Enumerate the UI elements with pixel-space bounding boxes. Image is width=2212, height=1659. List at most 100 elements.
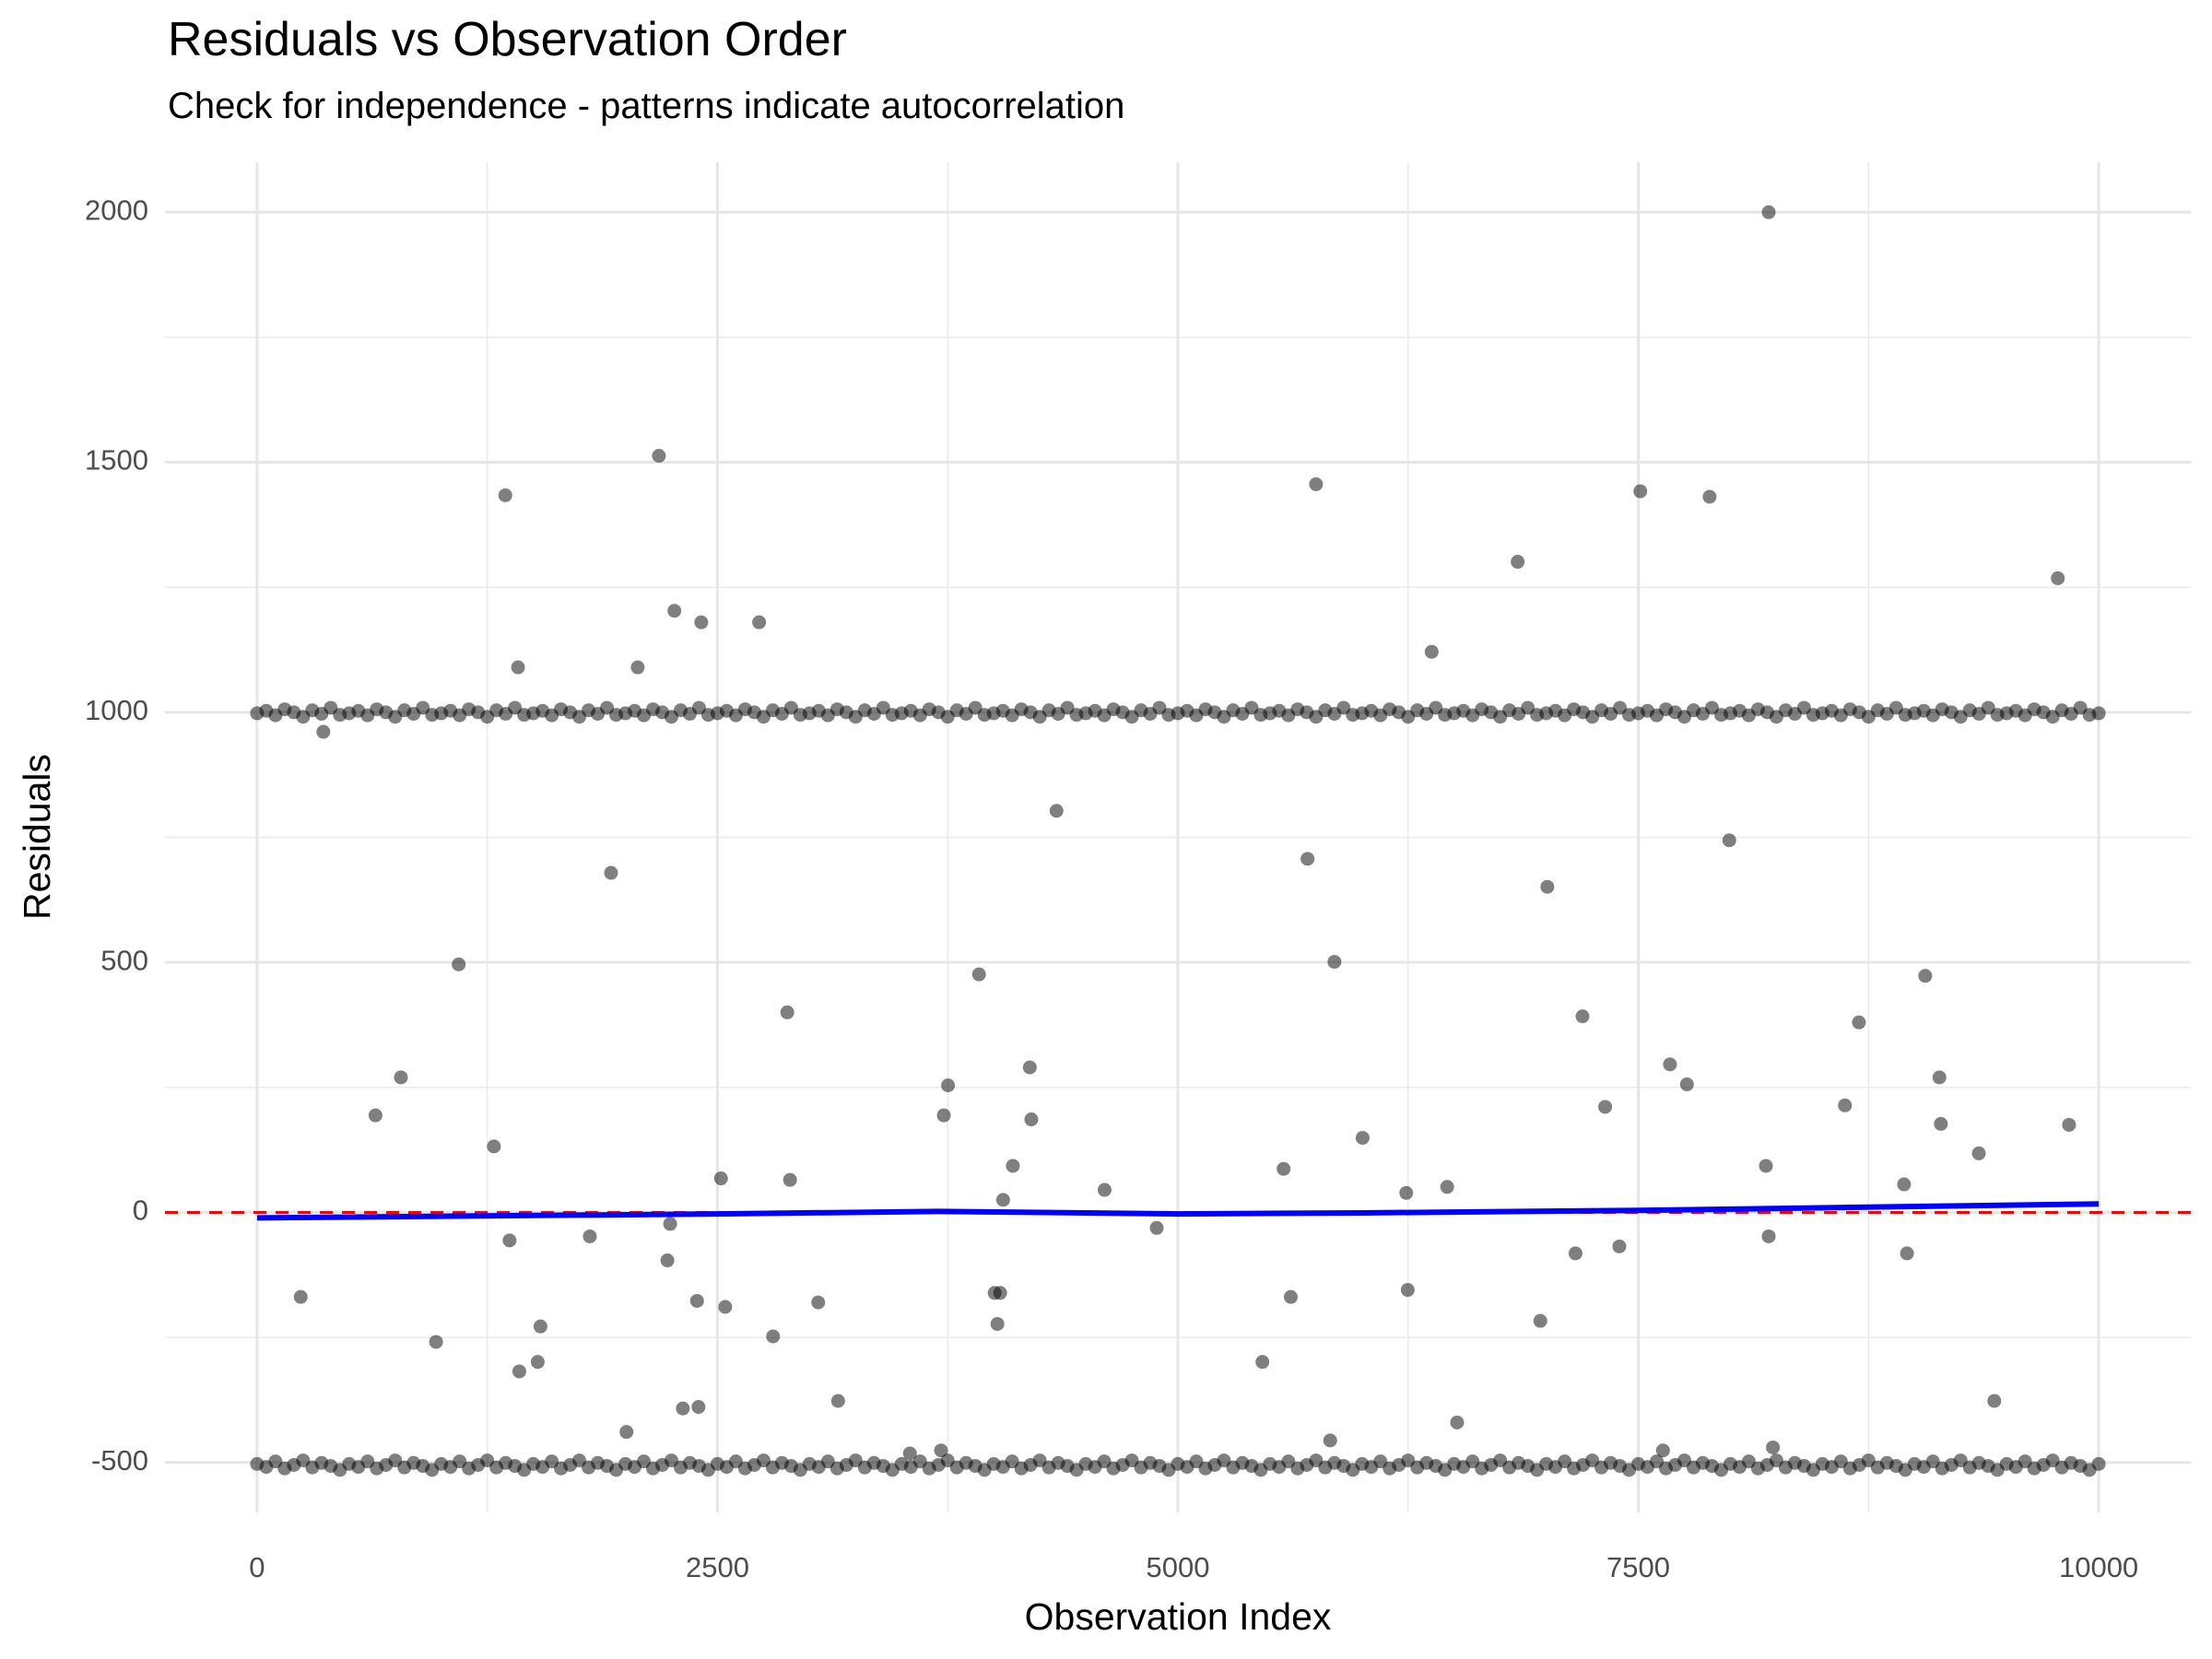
- x-tick-label: 5000: [1147, 1551, 1210, 1583]
- data-point: [660, 1253, 675, 1268]
- data-point: [1022, 1060, 1037, 1075]
- data-point: [1761, 205, 1776, 219]
- data-point: [2091, 706, 2106, 721]
- x-tick-label: 0: [249, 1551, 265, 1583]
- chart-subtitle: Check for independence - patterns indica…: [168, 86, 1124, 126]
- data-point: [1633, 484, 1648, 499]
- data-point: [811, 1295, 826, 1310]
- data-point: [936, 1108, 951, 1123]
- data-point: [1838, 1098, 1853, 1112]
- y-axis-title: Residuals: [16, 754, 58, 920]
- grid: [165, 162, 2191, 1512]
- data-point: [1540, 879, 1555, 894]
- data-point: [1612, 1239, 1627, 1253]
- data-point: [512, 1364, 526, 1379]
- data-point: [1327, 955, 1342, 970]
- data-point: [502, 1233, 517, 1248]
- data-point: [1934, 1116, 1948, 1131]
- data-point: [2062, 1117, 2077, 1132]
- data-point: [1759, 1159, 1773, 1173]
- data-point: [1149, 1220, 1164, 1235]
- data-point: [1679, 1077, 1694, 1092]
- data-point: [1300, 852, 1315, 866]
- data-point: [713, 1171, 728, 1186]
- data-point: [1323, 1433, 1337, 1448]
- chart-title: Residuals vs Observation Order: [168, 13, 847, 66]
- data-point: [941, 1078, 956, 1093]
- data-point: [1355, 1131, 1370, 1146]
- data-point: [1655, 1443, 1670, 1458]
- data-point: [1766, 1440, 1781, 1454]
- data-point: [630, 660, 645, 675]
- x-tick-label: 10000: [2059, 1551, 2138, 1583]
- data-point: [604, 865, 618, 880]
- data-point: [1440, 1180, 1454, 1194]
- data-point: [1722, 833, 1736, 848]
- data-point: [487, 1139, 501, 1154]
- data-point: [1900, 1246, 1914, 1261]
- data-point: [752, 615, 767, 629]
- data-point: [990, 1316, 1005, 1331]
- y-tick-label: 2000: [85, 194, 148, 226]
- data-point: [1987, 1394, 2002, 1408]
- data-point: [718, 1300, 733, 1314]
- data-point: [1097, 1182, 1112, 1197]
- data-point: [368, 1108, 382, 1123]
- data-point: [1049, 804, 1064, 818]
- data-point: [316, 724, 331, 739]
- data-point: [663, 1217, 677, 1231]
- data-point: [667, 604, 682, 618]
- data-point: [533, 1319, 547, 1334]
- x-axis-title: Observation Index: [1025, 1595, 1332, 1638]
- data-point: [691, 1400, 706, 1415]
- data-point: [1424, 644, 1439, 659]
- data-point: [993, 1286, 1007, 1300]
- data-point: [934, 1443, 948, 1458]
- y-tick-label: 1000: [85, 694, 148, 726]
- data-point: [1283, 1289, 1298, 1304]
- data-point: [2051, 571, 2065, 585]
- data-point: [902, 1446, 917, 1461]
- data-point: [1006, 1159, 1020, 1173]
- data-point: [1255, 1355, 1270, 1370]
- data-point: [1852, 1015, 1866, 1030]
- data-point: [1277, 1161, 1291, 1176]
- x-tick-label: 2500: [686, 1551, 749, 1583]
- y-tick-label: -500: [91, 1444, 148, 1477]
- data-point: [1897, 1177, 1912, 1192]
- x-tick-label: 7500: [1606, 1551, 1670, 1583]
- data-point: [1568, 1246, 1583, 1261]
- data-point: [652, 449, 666, 464]
- plot-area: [165, 205, 2191, 1477]
- data-point: [1761, 1229, 1776, 1243]
- y-tick-label: 500: [100, 944, 148, 976]
- data-point: [1702, 489, 1717, 504]
- data-point: [1533, 1313, 1547, 1328]
- data-point: [766, 1329, 781, 1344]
- data-point: [1971, 1146, 1986, 1160]
- data-point: [694, 615, 709, 629]
- data-point: [676, 1401, 690, 1416]
- data-point: [1024, 1112, 1039, 1127]
- data-point: [394, 1070, 408, 1085]
- data-point: [1400, 1283, 1415, 1298]
- data-point: [1932, 1070, 1947, 1085]
- data-point: [782, 1172, 797, 1187]
- y-tick-label: 0: [133, 1194, 148, 1227]
- data-point: [452, 957, 466, 971]
- data-point: [689, 1293, 704, 1308]
- data-point: [429, 1335, 443, 1349]
- data-point: [530, 1355, 545, 1370]
- data-point: [582, 1229, 597, 1243]
- y-tick-label: 1500: [85, 444, 148, 477]
- data-point: [1309, 477, 1324, 491]
- data-point: [1598, 1100, 1613, 1114]
- data-point: [780, 1005, 794, 1019]
- data-point: [1663, 1057, 1677, 1072]
- data-point: [619, 1425, 634, 1440]
- data-point: [498, 488, 512, 502]
- data-point: [1399, 1185, 1414, 1200]
- data-point: [1575, 1009, 1590, 1024]
